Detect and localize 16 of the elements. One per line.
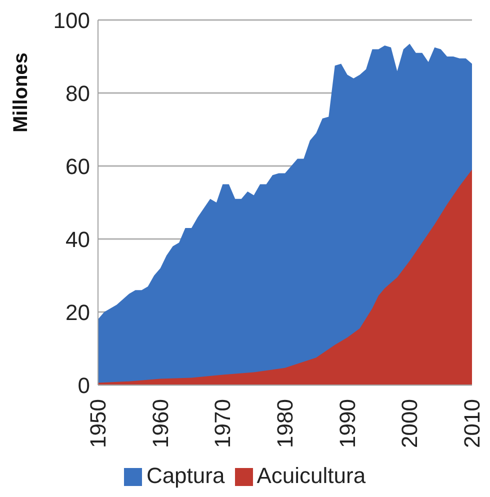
legend-label: Captura: [146, 463, 225, 488]
x-tick-label: 1980: [272, 399, 298, 448]
y-tick-label: 100: [53, 8, 90, 33]
x-tick-label: 1990: [334, 399, 360, 448]
x-tick-label: 1960: [148, 399, 173, 448]
legend-label: Acuicultura: [256, 463, 366, 488]
y-tick-label: 60: [66, 154, 90, 179]
y-tick-label: 20: [66, 300, 90, 325]
y-tick-label: 0: [78, 372, 90, 398]
x-tick-label: 1950: [86, 399, 110, 448]
y-tick-label: 80: [66, 80, 90, 106]
x-tick-label: 1970: [210, 399, 236, 448]
y-axis-title: Millones: [10, 52, 32, 133]
x-tick-label: 2010: [460, 399, 484, 448]
y-tick-label: 40: [66, 226, 90, 252]
x-tick-label: 2000: [397, 399, 422, 448]
